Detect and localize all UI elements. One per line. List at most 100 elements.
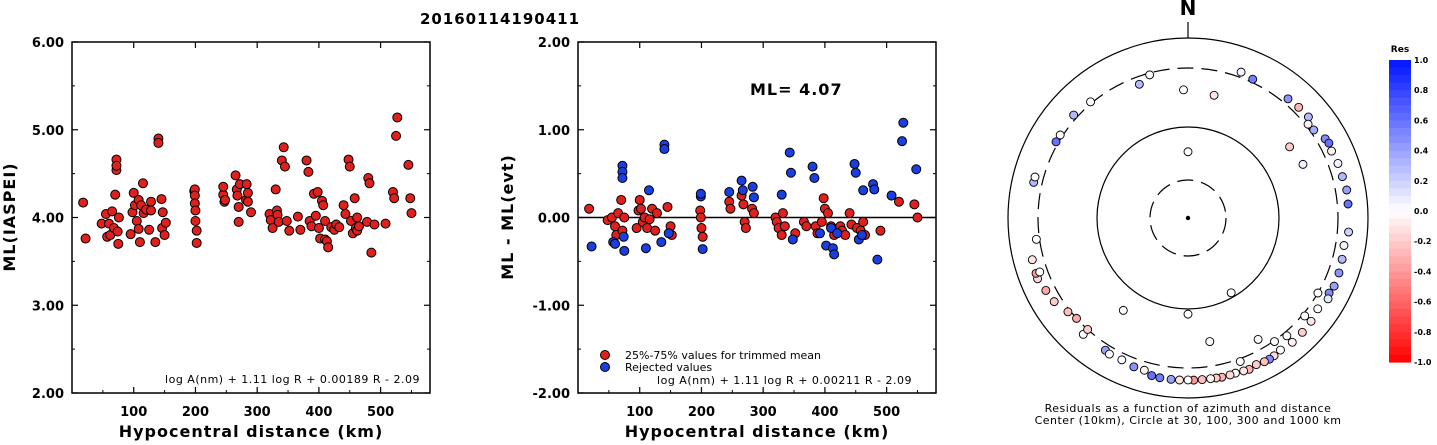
ring-100km [1096, 126, 1280, 310]
colorbar-cell [1389, 112, 1411, 121]
ml-plot-formula: log A(nm) + 1.11 log R + 0.00189 R - 2.0… [165, 373, 420, 386]
ml-data-point [278, 142, 289, 153]
colorbar: Res 1.0 0.8 0.6 0.4 0.2 0.0 -0.2 -0.4 -0.6 -0.8 -1… [1389, 45, 1432, 367]
polar-data-point [1118, 305, 1128, 315]
polar-data-point [1298, 159, 1308, 169]
polar-data-point [1117, 355, 1127, 365]
ml-plot-xlabel: Hypocentral distance (km) [119, 422, 384, 441]
ml-data-point [349, 193, 360, 204]
rejected-data-point [911, 164, 922, 175]
trimmed-data-point [652, 208, 663, 219]
polar-data-point [1175, 375, 1184, 385]
polar-caption-line1: Residuals as a function of azimuth and d… [1045, 402, 1332, 415]
rejected-data-point [619, 245, 630, 256]
ml-data-point [111, 160, 122, 171]
trimmed-data-point [740, 223, 751, 234]
colorbar-cell [1389, 286, 1411, 295]
ml-data-point [146, 196, 157, 207]
colorbar-cell [1389, 263, 1411, 272]
polar-data-point [1337, 172, 1347, 182]
rejected-data-point [617, 173, 628, 184]
ml-plot-ytick-label: 6.00 [32, 36, 64, 51]
rejected-data-point [858, 185, 869, 196]
polar-data-point [1236, 67, 1246, 77]
polar-data-point [1072, 313, 1081, 323]
polar-data-point [1300, 311, 1310, 321]
ml-data-point [310, 210, 321, 221]
residual-plot-ticks: 100 200 300 400 500 -2.00 -1.00 0.00 1.00 2.00 [533, 36, 936, 420]
polar-data-point [1259, 357, 1269, 367]
trimmed-data-point [725, 203, 736, 214]
colorbar-cell [1389, 331, 1411, 340]
ml-plot-xtick-label: 500 [367, 405, 394, 420]
ml-data-point [301, 155, 312, 166]
rejected-data-point [869, 184, 880, 195]
residual-plot-xtick-label: 300 [750, 405, 777, 420]
polar-data-point [1069, 110, 1079, 120]
ml-data-point [107, 206, 118, 217]
rejected-data-point [586, 241, 597, 252]
residual-plot-points [584, 117, 923, 265]
residual-plot-ytick-label: 1.00 [538, 124, 570, 139]
ml-data-point [150, 237, 161, 248]
colorbar-cell [1389, 158, 1411, 167]
rejected-data-point [663, 228, 674, 239]
colorbar-cell [1389, 278, 1411, 288]
ml-data-point [190, 216, 201, 227]
polar-data-point [1183, 147, 1193, 157]
polar-data-point [1323, 294, 1333, 304]
rejected-data-point [809, 173, 820, 184]
colorbar-cell [1389, 165, 1411, 174]
polar-data-point [1285, 142, 1295, 152]
polar-data-point [1282, 331, 1292, 341]
colorbar-tick-label: 0.0 [1414, 207, 1429, 216]
trimmed-data-point [697, 231, 708, 242]
ml-data-point [303, 166, 314, 177]
rejected-data-point [643, 185, 654, 196]
rejected-data-point [814, 228, 825, 239]
ml-data-point [281, 216, 292, 227]
ml-data-point [334, 222, 345, 233]
trimmed-data-point [893, 196, 904, 207]
colorbar-cell [1389, 150, 1411, 159]
colorbar-cell [1389, 271, 1411, 280]
ml-data-point [284, 225, 295, 236]
ml-data-point [137, 178, 148, 189]
polar-data-point [1063, 307, 1073, 317]
polar-data-point [1339, 241, 1349, 250]
polar-data-point [1035, 267, 1045, 277]
ml-data-point [113, 212, 124, 223]
ml-data-point [366, 247, 377, 258]
polar-data-point [1147, 371, 1157, 381]
rejected-data-point [618, 231, 629, 242]
ml-data-point [279, 161, 290, 172]
colorbar-cell [1389, 354, 1411, 363]
polar-data-point [1337, 254, 1347, 264]
polar-data-point [1313, 288, 1323, 298]
polar-data-point [1051, 137, 1061, 147]
polar-data-point [1334, 268, 1344, 278]
colorbar-cell [1389, 67, 1411, 76]
rejected-data-point [787, 234, 798, 245]
colorbar-cell [1389, 339, 1411, 348]
ml-plot-ytick-label: 2.00 [32, 387, 64, 402]
rejected-data-point [807, 161, 818, 172]
legend: 25%-75% values for trimmed mean Rejected… [600, 349, 821, 374]
ml-plot-ylabel: ML(IASPEI) [0, 162, 19, 271]
polar-data-point [1134, 79, 1144, 89]
legend-marker-trimmed [600, 350, 610, 360]
colorbar-cell [1389, 127, 1411, 137]
rejected-data-point [656, 237, 667, 248]
rejected-data-point [736, 175, 747, 186]
ml-data-point [313, 223, 324, 234]
legend-marker-rejected [600, 362, 610, 372]
ml-data-point [241, 179, 252, 190]
polar-data-point [1313, 304, 1323, 314]
ml-data-point [338, 200, 349, 211]
residual-plot-formula: log A(nm) + 1.11 log R + 0.00211 R - 2.0… [657, 374, 912, 387]
polar-data-point [1205, 337, 1215, 347]
colorbar-cell [1389, 75, 1411, 84]
polar-data-point [1183, 375, 1193, 385]
trimmed-data-point [840, 230, 851, 241]
trimmed-data-point [858, 216, 869, 227]
